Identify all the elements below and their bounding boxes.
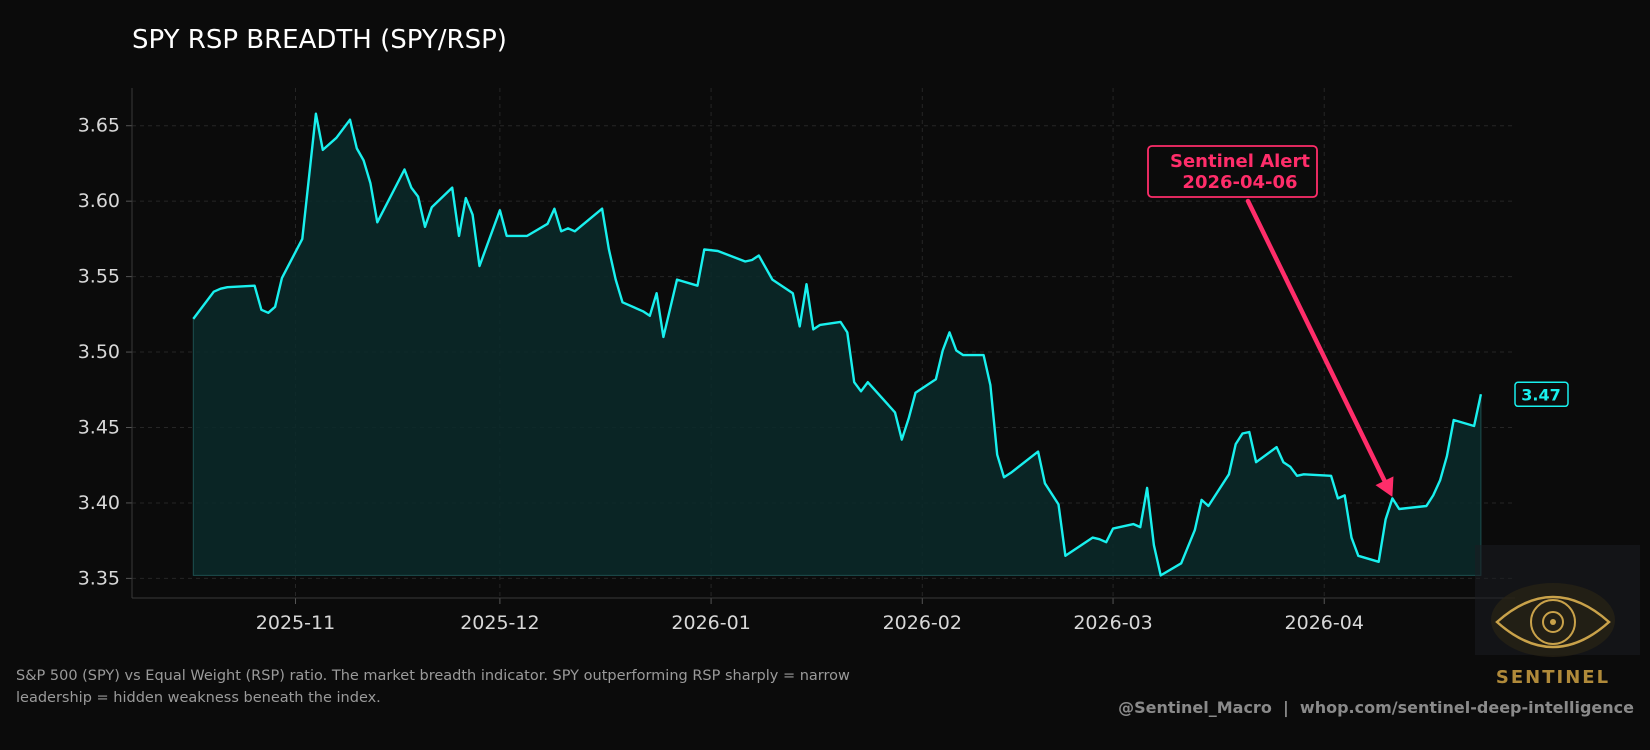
alert-arrow-shaft: [1245, 198, 1387, 483]
y-tick-label: 3.60: [78, 190, 120, 212]
y-tick-label: 3.65: [78, 115, 120, 137]
x-tick-label: 2025-11: [256, 612, 335, 634]
last-value-badge: [1514, 381, 1569, 408]
eye-center-icon: [1550, 619, 1556, 625]
x-tick-label: 2026-03: [1073, 612, 1152, 634]
x-tick-label: 2025-12: [460, 612, 539, 634]
x-tick-label: 2026-01: [671, 612, 750, 634]
chart-title: SPY RSP BREADTH (SPY/RSP): [132, 25, 507, 55]
x-tick-label: 2026-04: [1285, 612, 1364, 634]
alert-title: Sentinel Alert: [1170, 151, 1310, 172]
axes: 3.35 3.40 3.45 3.50 3.55 3.60 3.65 2025-11 2025-…: [78, 88, 1515, 634]
series-layer: [192, 112, 1483, 577]
eye-pupil-icon: [1542, 611, 1564, 633]
x-tick-label: 2026-02: [883, 612, 962, 634]
eye-iris-icon: [1530, 599, 1576, 645]
alert-date: 2026-04-06: [1182, 172, 1297, 193]
chart-caption: S&P 500 (SPY) vs Equal Weight (RSP) rati…: [16, 668, 850, 706]
logo-wordmark: SENTINEL: [1496, 667, 1610, 688]
series-line: [192, 112, 1483, 577]
credit-line: @Sentinel_Macro | whop.com/sentinel-deep…: [1118, 698, 1634, 717]
last-value-label: 3.47: [1521, 385, 1560, 404]
y-tick-label: 3.35: [78, 567, 120, 589]
y-tick-label: 3.50: [78, 341, 120, 363]
y-tick-label: 3.45: [78, 416, 120, 438]
y-tick-label: 3.55: [78, 266, 120, 288]
alert-arrow-head: [1375, 476, 1394, 497]
alert-box: [1147, 145, 1318, 198]
eye-emblem-icon: [1495, 595, 1611, 649]
sentinel-logo: SENTINEL: [1475, 545, 1640, 688]
y-tick-label: 3.40: [78, 492, 120, 514]
